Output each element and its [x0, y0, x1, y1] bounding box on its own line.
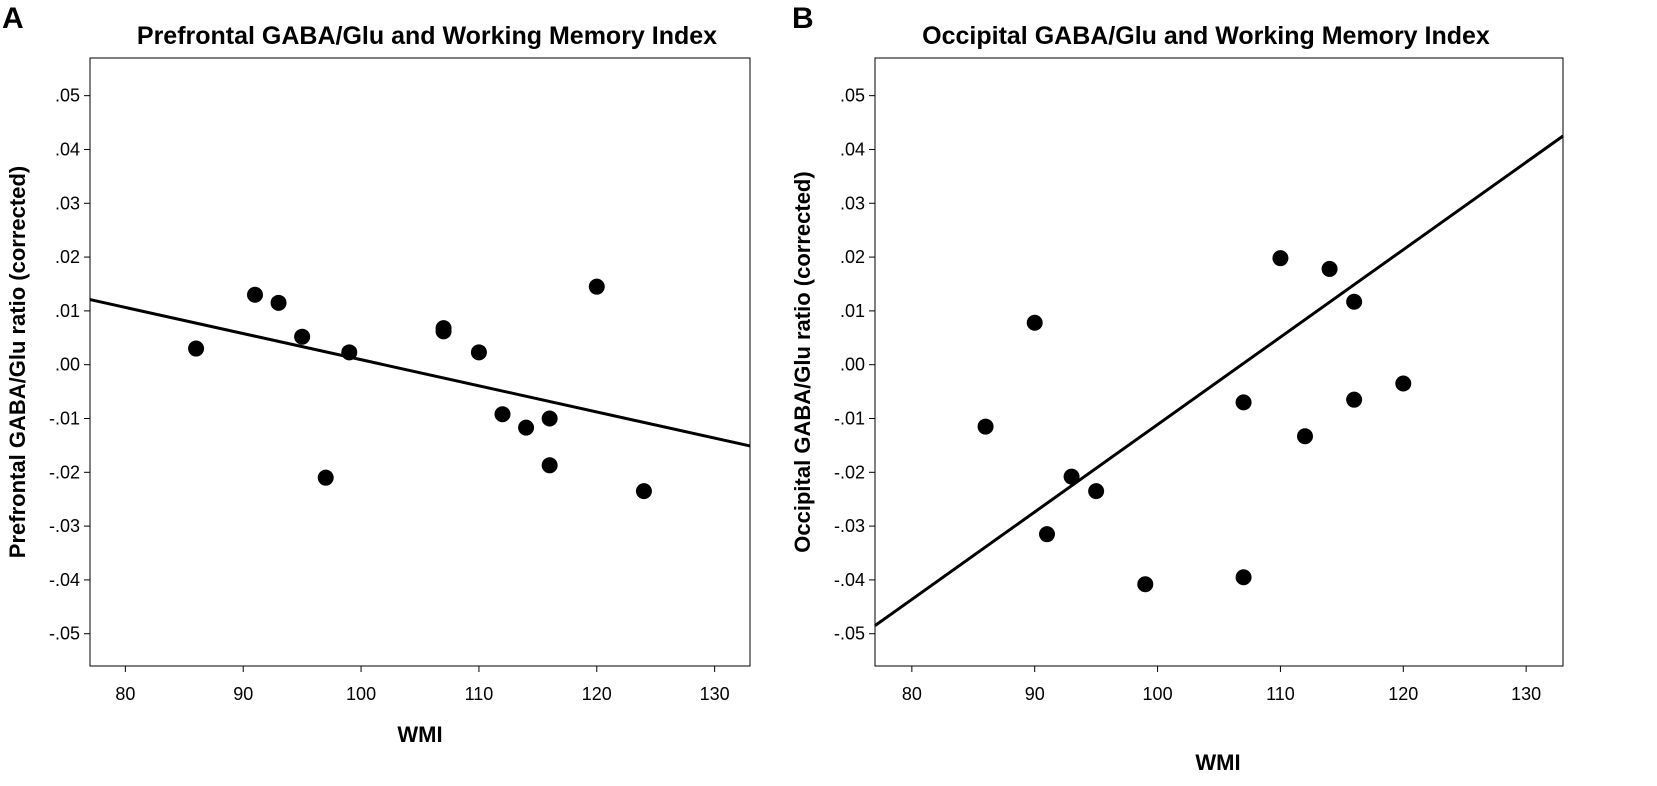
y-tick-label: -.01: [49, 408, 80, 428]
data-point: [270, 294, 287, 311]
data-point: [1346, 391, 1363, 408]
mark-group: [874, 134, 1564, 627]
y-tick-label: -.03: [834, 516, 865, 536]
x-tick-label: 80: [115, 684, 135, 704]
data-point: [1235, 569, 1252, 586]
data-point: [541, 457, 558, 474]
chart-title: Prefrontal GABA/Glu and Working Memory I…: [137, 22, 717, 50]
y-tick-label: .05: [55, 86, 80, 106]
y-tick-label: .02: [840, 247, 865, 267]
data-point: [1039, 526, 1055, 543]
x-tick-label: 90: [233, 684, 253, 704]
data-point: [247, 286, 263, 303]
data-point: [1321, 260, 1338, 277]
data-point: [1297, 428, 1313, 445]
mark-group: [89, 278, 751, 500]
x-axis-label: WMI: [1195, 750, 1240, 775]
data-point: [470, 344, 487, 361]
x-tick-label: 100: [1143, 684, 1173, 704]
data-point: [435, 320, 452, 337]
x-tick-label: 130: [1511, 684, 1541, 704]
panel-letter: A: [2, 2, 24, 35]
y-tick-label: .00: [55, 355, 80, 375]
y-tick-label: -.05: [49, 624, 80, 644]
x-tick-label: 110: [465, 684, 494, 704]
data-point: [977, 418, 994, 435]
y-tick-label: .04: [55, 139, 80, 159]
y-tick-label: .00: [840, 355, 865, 375]
data-point: [341, 344, 358, 361]
y-tick-label: -.02: [49, 462, 80, 482]
y-tick-label: -.04: [834, 570, 865, 590]
data-point: [541, 410, 558, 427]
y-tick-label: -.05: [834, 624, 865, 644]
data-point: [635, 483, 652, 500]
y-tick-label: .04: [840, 139, 865, 159]
y-tick-label: .05: [840, 86, 865, 106]
y-axis-label: Occipital GABA/Glu ratio (corrected): [790, 171, 815, 552]
data-point: [494, 406, 511, 423]
regression-line: [874, 134, 1564, 627]
y-tick-label: -.01: [834, 408, 865, 428]
y-tick-label: -.03: [49, 516, 80, 536]
data-point: [1346, 293, 1363, 310]
chart-title: Occipital GABA/Glu and Working Memory In…: [922, 22, 1490, 50]
data-point: [1063, 468, 1080, 485]
data-point: [1088, 483, 1105, 500]
x-tick-label: 80: [902, 684, 922, 704]
y-tick-label: .01: [840, 301, 865, 321]
x-axis-label: WMI: [397, 722, 442, 747]
data-point: [1026, 314, 1043, 331]
tick-group: 80 90 100 110 120 130 .05 .04 .03 .02 .01 .00 -.01 -.…: [49, 86, 730, 704]
y-tick-label: .02: [55, 247, 80, 267]
panel-letter: B: [792, 2, 814, 35]
x-tick-label: 130: [700, 684, 730, 704]
data-point: [1137, 576, 1154, 593]
x-tick-label: 110: [1266, 684, 1295, 704]
y-tick-label: .01: [55, 301, 80, 321]
data-point: [1272, 250, 1289, 267]
y-axis-label: Prefrontal GABA/Glu ratio (corrected): [5, 166, 30, 558]
data-point: [317, 469, 334, 486]
y-tick-label: -.04: [49, 570, 80, 590]
x-tick-label: 120: [582, 684, 612, 704]
y-tick-label: .03: [840, 193, 865, 213]
y-tick-label: .03: [55, 193, 80, 213]
x-tick-label: 90: [1025, 684, 1045, 704]
panel-prefrontal: A Prefrontal GABA/Glu and Working Memory…: [2, 2, 751, 747]
tick-group: 80 90 100 110 120 130 .05 .04 .03 .02 .01 .00 -.01 -.…: [834, 86, 1541, 704]
x-tick-label: 100: [346, 684, 376, 704]
plot-area: [874, 57, 1564, 667]
data-point: [588, 278, 605, 295]
plot-area: [89, 57, 751, 667]
regression-line: [89, 298, 751, 448]
data-point: [1395, 375, 1412, 392]
data-point: [1235, 394, 1252, 411]
panel-occipital: B Occipital GABA/Glu and Working Memory …: [790, 2, 1564, 775]
y-tick-label: -.02: [834, 462, 865, 482]
data-point: [518, 419, 535, 436]
x-tick-label: 120: [1388, 684, 1418, 704]
data-point: [188, 340, 205, 357]
data-point: [294, 328, 311, 345]
